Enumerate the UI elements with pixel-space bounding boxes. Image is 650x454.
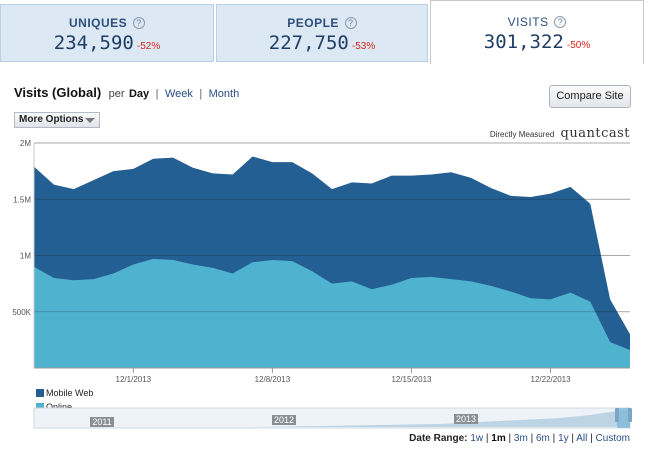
navigator-year-label: 2012 [274, 415, 294, 425]
separator: | [530, 433, 534, 444]
directly-measured-badge: Directly Measured quantcast [490, 126, 630, 141]
navigator-year-2011 [90, 417, 114, 427]
uniques-label: UNIQUES ? [1, 16, 213, 30]
quantcast-logo: quantcast [560, 126, 630, 141]
range-1w[interactable]: 1w [470, 433, 484, 444]
series-area-online [34, 258, 630, 368]
range-all[interactable]: All [576, 433, 588, 444]
date-range-label: Date Range: [409, 433, 468, 444]
range-custom[interactable]: Custom [595, 433, 630, 444]
tab-visits[interactable]: VISITS ? 301,322 -50% [430, 0, 644, 64]
x-tick-label: 12/8/2013 [255, 375, 291, 384]
legend-item-mobile-web[interactable]: Mobile Web [36, 387, 93, 399]
period-week[interactable]: Week [164, 88, 193, 100]
legend-item-online[interactable]: Online [36, 401, 93, 413]
uniques-label-text: UNIQUES [68, 16, 128, 30]
navigator-overview [34, 410, 630, 427]
tab-people[interactable]: PEOPLE ? 227,750 -53% [216, 4, 428, 62]
legend-label-mobile-web: Mobile Web [46, 388, 94, 398]
navigator-year-label: 2011 [92, 417, 111, 427]
visits-label-text: VISITS [507, 15, 549, 29]
y-tick-label: 1M [20, 252, 31, 261]
metric-tabs: UNIQUES ? 234,590 -52% PEOPLE ? 227,750 -5… [0, 0, 650, 64]
people-value: 227,750 [268, 32, 349, 54]
range-1y[interactable]: 1y [558, 433, 569, 444]
people-label: PEOPLE ? [217, 16, 427, 30]
separator: | [155, 88, 159, 100]
range-3m[interactable]: 3m [513, 433, 528, 444]
y-tick-label: 2M [20, 139, 31, 148]
x-axis: 12/1/2013 12/8/2013 12/15/2013 12/22/2013 [33, 143, 630, 384]
y-tick-label: 1.5M [13, 195, 31, 204]
separator: | [199, 88, 203, 100]
help-icon[interactable]: ? [554, 16, 567, 28]
x-tick-label: 12/22/2013 [531, 375, 572, 384]
separator: | [485, 433, 489, 444]
chart-legend: Mobile Web Online [36, 387, 93, 415]
help-icon[interactable]: ? [133, 17, 146, 29]
chevron-down-icon [85, 118, 95, 123]
x-tick-label: 12/1/2013 [116, 375, 152, 384]
more-options-dropdown[interactable]: More Options [14, 112, 100, 128]
y-tick-label: 500K [12, 308, 31, 317]
navigator-handle-right [628, 408, 632, 422]
navigator-handle-left [615, 408, 619, 422]
y-axis: 2M 1.5M 1M 500K [12, 139, 31, 317]
navigator-selection [617, 408, 630, 428]
uniques-value: 234,590 [53, 32, 134, 54]
separator: | [571, 433, 575, 444]
separator: | [508, 433, 512, 444]
x-tick-label: 12/15/2013 [391, 375, 432, 384]
page-title: Visits (Global) [14, 85, 102, 100]
separator: | [552, 433, 556, 444]
date-navigator[interactable]: 2011 2012 2013 [0, 406, 650, 432]
legend-swatch-online [36, 403, 44, 411]
range-1m[interactable]: 1m [491, 433, 506, 444]
legend-label-online: Online [46, 402, 73, 412]
separator: | [590, 433, 593, 444]
range-6m[interactable]: 6m [535, 433, 550, 444]
period-month[interactable]: Month [208, 88, 240, 100]
legend-swatch-mobile-web [36, 389, 44, 397]
period-day[interactable]: Day [128, 88, 150, 100]
more-options-label: More Options [19, 114, 84, 125]
uniques-change: -52% [136, 41, 161, 52]
compare-site-button[interactable]: Compare Site [549, 85, 631, 108]
visits-label: VISITS ? [431, 15, 643, 29]
series-areas [34, 142, 630, 368]
visits-change: -50% [566, 40, 591, 51]
people-label-text: PEOPLE [287, 16, 339, 30]
date-range-selector: Date Range: 1w | 1m | 3m | 6m | 1y | All… [409, 433, 630, 444]
help-icon[interactable]: ? [344, 17, 357, 29]
navigator-year-2012 [272, 415, 296, 425]
tab-uniques[interactable]: UNIQUES ? 234,590 -52% [0, 4, 214, 62]
visits-value: 301,322 [483, 31, 564, 53]
per-label: per [108, 88, 125, 100]
chart-header: Visits (Global) per Day | Week | Month [14, 84, 239, 102]
visits-area-chart: 2M 1.5M 1M 500K 12/1/2013 12/8/2013 12/15/201… [12, 139, 630, 384]
directly-measured-label: Directly Measured [489, 130, 555, 139]
people-change: -53% [351, 41, 376, 52]
navigator-year-label: 2013 [456, 414, 476, 424]
navigator-year-2013 [454, 414, 478, 424]
